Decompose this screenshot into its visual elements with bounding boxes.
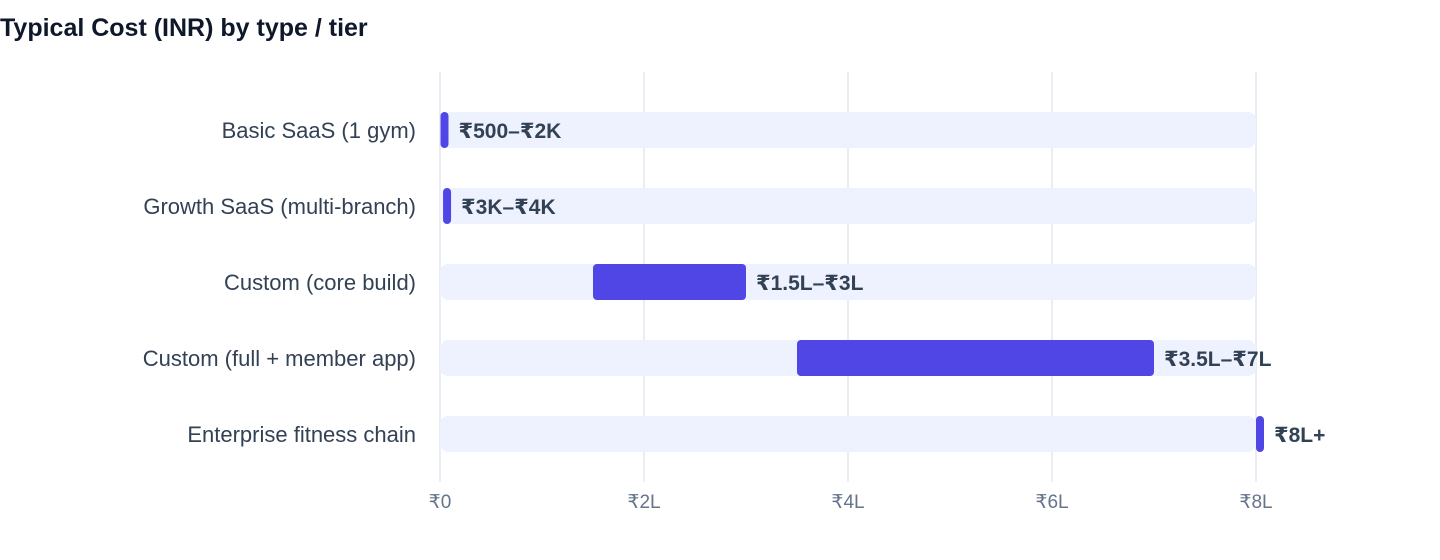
category-label: Growth SaaS (multi-branch) (143, 194, 416, 219)
x-tick-label: ₹0 (429, 492, 452, 513)
bar-track (440, 188, 1256, 224)
x-tick-label: ₹8L (1239, 492, 1272, 513)
x-axis-ticks: ₹0 ₹2L ₹4L ₹6L ₹8L (429, 492, 1273, 513)
value-label: ₹1.5L–₹3L (756, 272, 864, 295)
category-label: Enterprise fitness chain (187, 422, 416, 447)
bar-track (440, 416, 1256, 452)
range-bar (1256, 416, 1264, 452)
range-bars (440, 112, 1264, 452)
value-label: ₹3K–₹4K (461, 196, 556, 219)
value-labels: ₹500–₹2K ₹3K–₹4K ₹1.5L–₹3L ₹3.5L–₹7L ₹8L+ (459, 120, 1326, 447)
range-bar (797, 340, 1154, 376)
category-label: Custom (full + member app) (143, 346, 416, 371)
range-bar (443, 188, 452, 224)
category-labels: Basic SaaS (1 gym) Growth SaaS (multi-bra… (143, 118, 416, 447)
x-tick-label: ₹4L (831, 492, 864, 513)
bar-track (440, 112, 1256, 148)
x-tick-label: ₹6L (1035, 492, 1068, 513)
value-label: ₹500–₹2K (459, 120, 562, 143)
x-tick-label: ₹2L (627, 492, 660, 513)
value-label: ₹8L+ (1274, 424, 1325, 447)
chart-title: Typical Cost (INR) by type / tier (0, 14, 368, 42)
range-bar (440, 112, 449, 148)
category-label: Custom (core build) (224, 270, 416, 295)
category-label: Basic SaaS (1 gym) (222, 118, 416, 143)
value-label: ₹3.5L–₹7L (1164, 348, 1272, 371)
range-bar (593, 264, 746, 300)
